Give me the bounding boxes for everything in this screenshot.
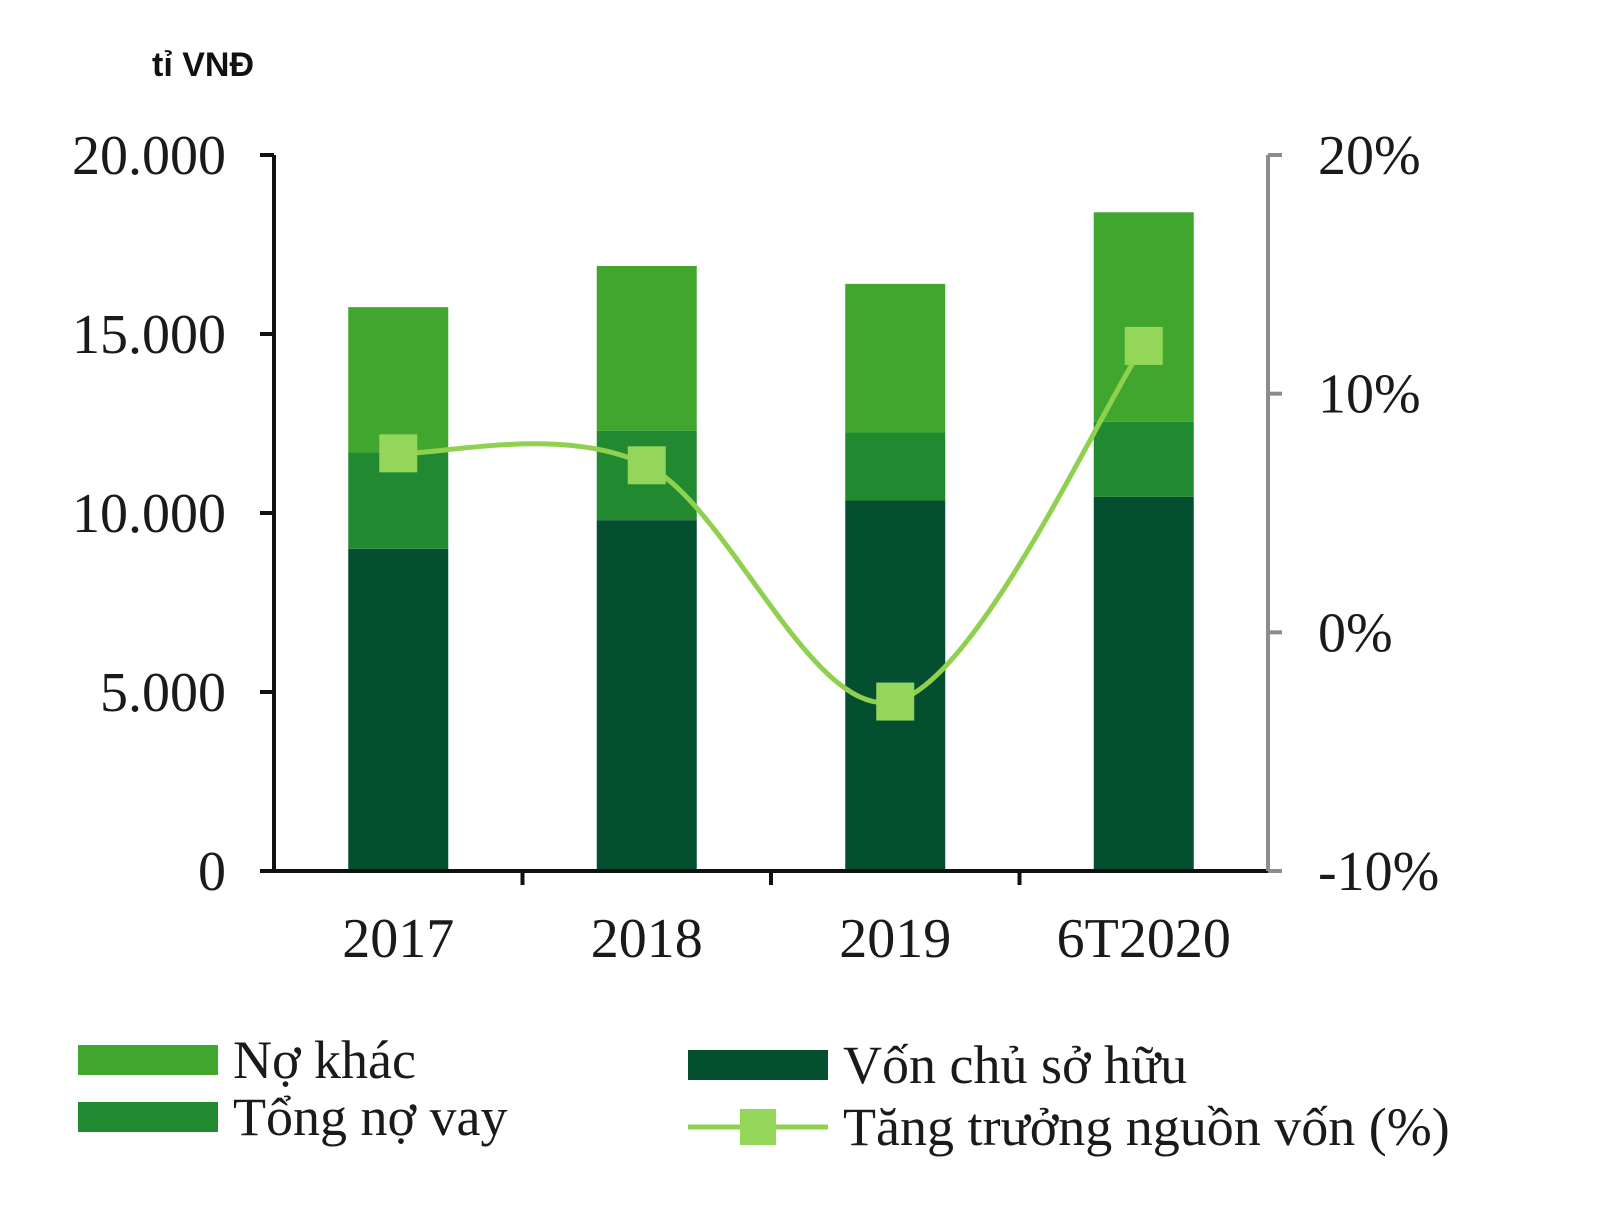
x-tick-label: 2018 <box>591 908 703 970</box>
x-tick-label: 2017 <box>342 908 454 970</box>
bar-segment-2018-2 <box>596 265 697 431</box>
y-left-tick-label: 20.000 <box>72 125 226 187</box>
legend-swatch-2 <box>688 1050 828 1080</box>
y-axis-unit-label: tỉ VNĐ <box>152 46 254 84</box>
legend-marker-swatch <box>740 1109 776 1145</box>
bar-segment-2017-2 <box>348 307 449 453</box>
axes-layer: 0 5.000 10.000 15.000 20.000 -10% 0% 10% 20% 2017… <box>72 125 1439 970</box>
y-left-tick-label: 10.000 <box>72 483 226 545</box>
legend-swatch-1 <box>78 1102 218 1132</box>
y-right-tick-label: 10% <box>1318 364 1421 426</box>
growth-line-layer <box>379 326 1163 721</box>
bar-segment-6T2020-0 <box>1093 496 1194 871</box>
bars-layer <box>348 212 1194 871</box>
y-left-tick-label: 0 <box>198 841 226 903</box>
x-tick-label: 6T2020 <box>1057 908 1231 970</box>
bar-segment-2017-0 <box>348 548 449 871</box>
y-left-tick-label: 15.000 <box>72 304 226 366</box>
bar-segment-2019-2 <box>845 283 946 433</box>
growth-line <box>398 344 1146 706</box>
bar-segment-2018-0 <box>596 520 697 871</box>
growth-marker-2018 <box>627 446 666 485</box>
legend-label-2: Vốn chủ sở hữu <box>843 1035 1187 1095</box>
bar-segment-2019-1 <box>845 432 946 501</box>
bar-segment-6T2020-2 <box>1093 212 1194 422</box>
legend-swatch-0 <box>78 1045 218 1075</box>
y-right-tick-label: -10% <box>1318 841 1439 903</box>
legend-label-1: Tổng nợ vay <box>233 1087 508 1147</box>
y-right-tick-label: 20% <box>1318 125 1421 187</box>
y-right-tick-label: 0% <box>1318 602 1393 664</box>
x-tick-label: 2019 <box>839 908 951 970</box>
growth-marker-2019 <box>876 682 915 721</box>
bar-segment-6T2020-1 <box>1093 421 1194 497</box>
legend-label-0: Nợ khác <box>233 1030 416 1090</box>
growth-marker-6T2020 <box>1124 326 1163 365</box>
legend-label-3: Tăng trưởng nguồn vốn (%) <box>843 1097 1450 1157</box>
growth-marker-2017 <box>379 434 418 473</box>
y-left-tick-label: 5.000 <box>100 662 226 724</box>
